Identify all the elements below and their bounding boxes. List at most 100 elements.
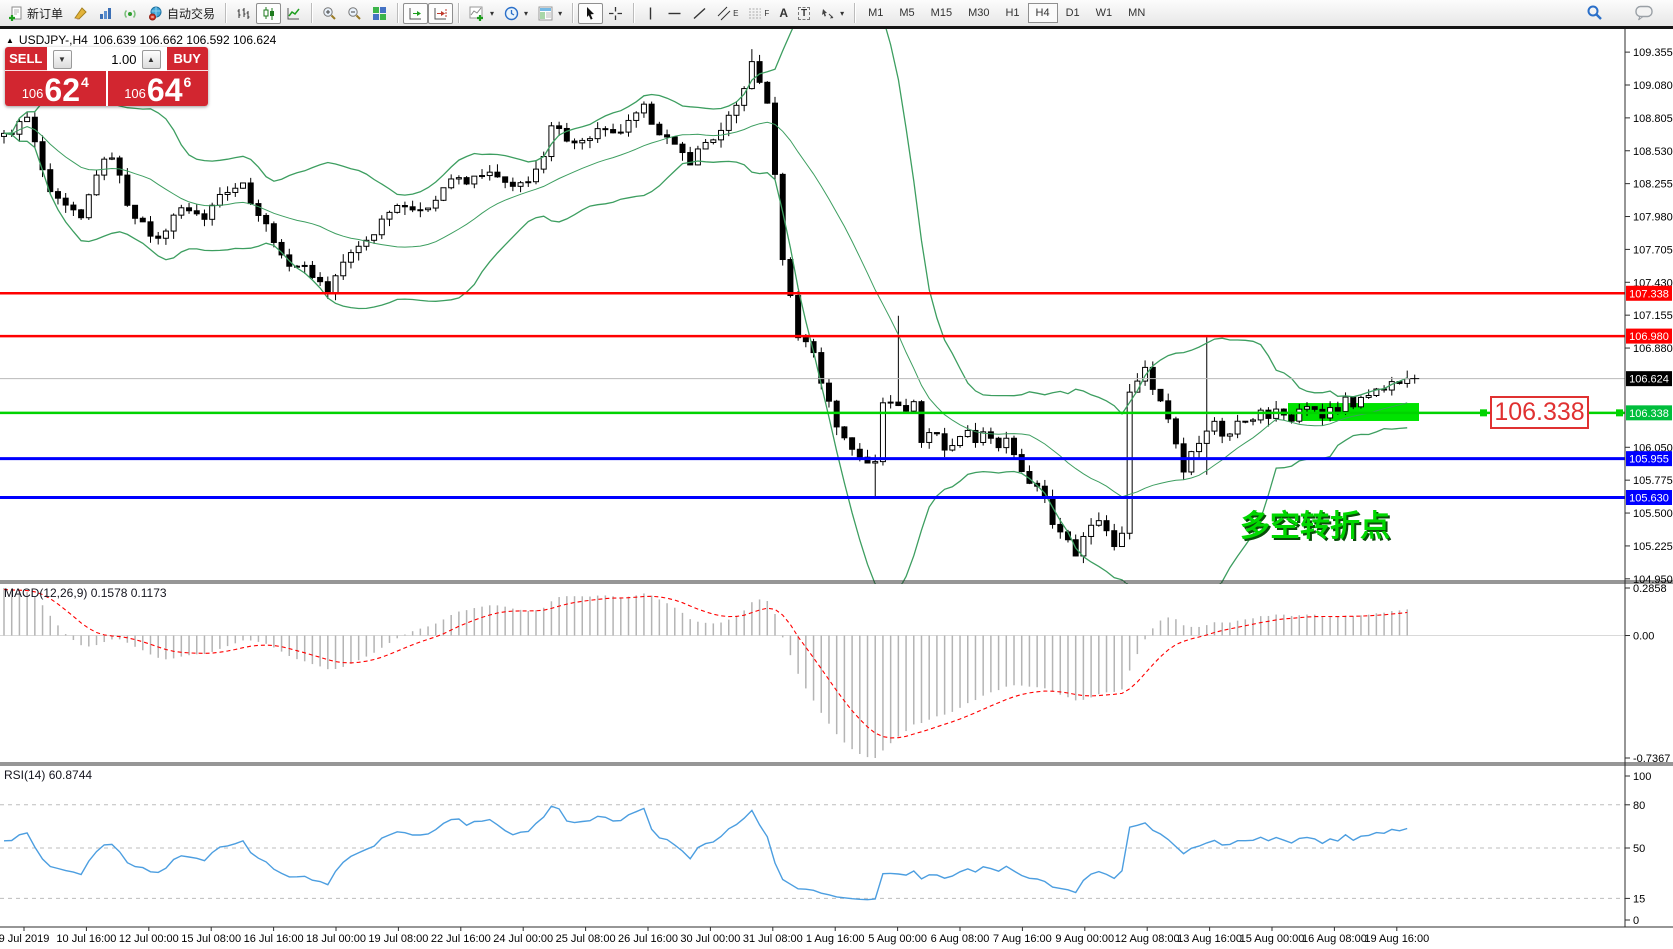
cursor-tool-button[interactable] (578, 2, 604, 24)
fibonacci-icon (749, 8, 762, 18)
buy-price-button[interactable]: 106 64 6 (107, 71, 208, 106)
indicators-button[interactable]: ▾ (464, 3, 499, 24)
candle-body (1142, 366, 1149, 382)
candle-body (1188, 451, 1195, 473)
volume-increase-button[interactable]: ▲ (141, 49, 161, 69)
price-badge-label: 105.955 (1629, 454, 1669, 466)
line-chart-type-button[interactable] (281, 3, 306, 24)
candle-body (147, 221, 154, 237)
auto-trading-button[interactable]: 自动交易 (143, 3, 220, 24)
candle-body (193, 210, 200, 215)
arrows-tool-button[interactable]: ▾ (815, 3, 849, 24)
fibonacci-tool-button[interactable]: F (743, 3, 774, 24)
candle-body (517, 182, 524, 187)
candle-body (170, 214, 177, 232)
candle-body (278, 241, 285, 256)
timeframe-h4-button[interactable]: H4 (1027, 3, 1058, 23)
new-order-label: 新订单 (27, 6, 64, 21)
sell-button[interactable]: SELL (5, 47, 47, 71)
periods-button[interactable]: ▾ (499, 3, 533, 24)
tile-windows-button[interactable] (367, 3, 392, 24)
candle-body (1404, 378, 1411, 384)
time-tick-label: 24 Jul 00:00 (493, 933, 553, 945)
time-tick-label: 16 Jul 16:00 (244, 933, 304, 945)
horizontal-line-tool-button[interactable] (662, 3, 687, 24)
chart-shift-button[interactable] (428, 2, 454, 24)
timeframe-m15-button[interactable]: M15 (930, 7, 953, 19)
templates-button[interactable]: ▾ (533, 3, 567, 24)
search-button[interactable] (1581, 2, 1608, 23)
candle-body (486, 171, 493, 177)
sell-price-button[interactable]: 106 62 4 (5, 71, 106, 106)
equidistant-channel-tool-button[interactable]: E (712, 3, 743, 24)
candle-body (525, 181, 532, 184)
zoom-out-button[interactable] (342, 3, 367, 24)
candle-body (933, 432, 940, 435)
time-tick-label: 22 Jul 16:00 (431, 933, 491, 945)
text-tool-button[interactable]: A (774, 3, 793, 24)
bar-chart-type-button[interactable] (231, 3, 256, 24)
rsi-axis-label: 100 (1633, 771, 1651, 783)
macd-axis-label: 0.2858 (1633, 583, 1667, 595)
new-order-button[interactable]: 新订单 (3, 3, 68, 24)
candle-body (887, 401, 894, 404)
candle-body (586, 138, 593, 141)
zoom-in-button[interactable] (317, 3, 342, 24)
candle-body (471, 175, 478, 185)
hline-handle[interactable] (1480, 409, 1487, 417)
auto-scroll-button[interactable] (403, 2, 429, 24)
volume-decrease-button[interactable]: ▼ (52, 49, 72, 69)
market-watch-button[interactable] (93, 3, 118, 24)
candle-body (1257, 409, 1264, 421)
buy-price-pip: 6 (183, 74, 192, 90)
trendline-tool-button[interactable] (687, 3, 712, 24)
candle-body (247, 182, 254, 205)
text-label-tool-button[interactable]: T (793, 3, 815, 24)
candle-body (317, 276, 324, 283)
timeframe-mn-button[interactable]: MN (1128, 7, 1146, 19)
time-tick-label: 19 Jul 08:00 (368, 933, 428, 945)
candle-body (980, 431, 987, 443)
hline-handle[interactable] (1616, 409, 1623, 417)
chinese-annotation[interactable]: 多空转折点 (1240, 510, 1390, 543)
toolbar-separator (572, 3, 574, 23)
candle-body (47, 169, 54, 193)
timeframe-m5-button[interactable]: M5 (899, 7, 915, 19)
community-chat-button[interactable] (1630, 2, 1659, 23)
price-text-label[interactable]: 106.338 (1490, 396, 1589, 429)
volume-input[interactable] (74, 50, 139, 68)
candlestick-type-button[interactable] (256, 2, 282, 24)
candle-body (1157, 388, 1164, 402)
candle-body (841, 426, 848, 439)
candle-body (787, 259, 794, 297)
signals-button[interactable] (118, 3, 143, 24)
candle-body (255, 203, 262, 216)
time-tick-label: 16 Aug 08:00 (1302, 933, 1367, 945)
chart-symbol-line: ▲ USDJPY-,H4 106.639 106.662 106.592 106… (6, 33, 276, 47)
price-tick-label: 107.155 (1633, 310, 1673, 322)
vertical-line-tool-button[interactable] (639, 3, 662, 24)
candle-body (1373, 388, 1380, 396)
candle-body (903, 405, 910, 412)
buy-button[interactable]: BUY (166, 47, 208, 71)
candle-body (116, 157, 123, 176)
timeframe-d1-button[interactable]: D1 (1065, 7, 1080, 19)
rsi-name: RSI(14) (4, 768, 46, 782)
timeframe-m1-button[interactable]: M1 (868, 7, 884, 19)
collapse-marker-icon[interactable]: ▲ (6, 35, 14, 45)
price-badge (1626, 451, 1672, 467)
price-tick-label: 104.950 (1633, 574, 1673, 586)
search-icon (1587, 5, 1602, 20)
bollinger-lower-band (3, 132, 1408, 584)
candle-body (772, 102, 778, 175)
candle-body (563, 127, 570, 142)
crosshair-tool-button[interactable] (603, 3, 628, 24)
price-tick-label: 106.880 (1633, 343, 1673, 355)
timeframe-m30-button[interactable]: M30 (968, 7, 990, 19)
candle-body (209, 204, 216, 220)
timeframe-w1-button[interactable]: W1 (1095, 7, 1113, 19)
timeframe-toolbar: M1 M5 M15 M30 H1 H4 D1 W1 MN (860, 1, 1153, 25)
styler-button[interactable] (68, 3, 93, 24)
timeframe-h1-button[interactable]: H1 (1005, 7, 1020, 19)
